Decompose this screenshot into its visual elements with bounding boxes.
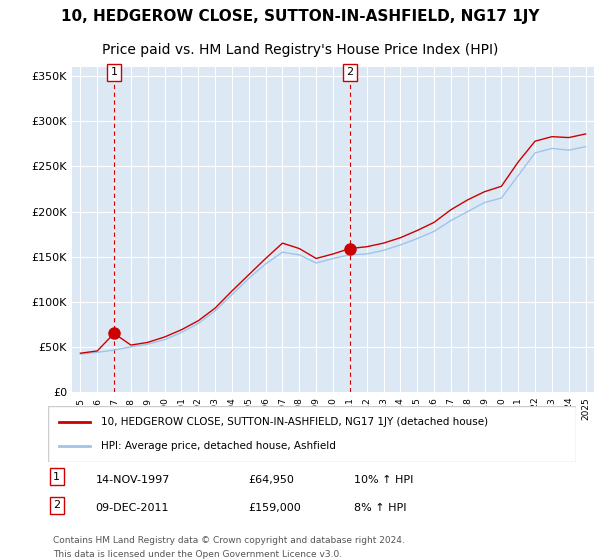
Text: This data is licensed under the Open Government Licence v3.0.: This data is licensed under the Open Gov… — [53, 550, 343, 559]
Text: 14-NOV-1997: 14-NOV-1997 — [95, 474, 170, 484]
Text: 2: 2 — [346, 67, 353, 77]
Text: 09-DEC-2011: 09-DEC-2011 — [95, 503, 169, 514]
Text: 10, HEDGEROW CLOSE, SUTTON-IN-ASHFIELD, NG17 1JY (detached house): 10, HEDGEROW CLOSE, SUTTON-IN-ASHFIELD, … — [101, 417, 488, 427]
Text: 1: 1 — [110, 67, 118, 77]
Text: HPI: Average price, detached house, Ashfield: HPI: Average price, detached house, Ashf… — [101, 441, 335, 451]
Text: Price paid vs. HM Land Registry's House Price Index (HPI): Price paid vs. HM Land Registry's House … — [102, 44, 498, 58]
Text: 2: 2 — [53, 501, 61, 511]
Text: 1: 1 — [53, 472, 60, 482]
Text: £64,950: £64,950 — [248, 474, 295, 484]
Text: £159,000: £159,000 — [248, 503, 301, 514]
Text: Contains HM Land Registry data © Crown copyright and database right 2024.: Contains HM Land Registry data © Crown c… — [53, 536, 405, 545]
Text: 10, HEDGEROW CLOSE, SUTTON-IN-ASHFIELD, NG17 1JY: 10, HEDGEROW CLOSE, SUTTON-IN-ASHFIELD, … — [61, 10, 539, 24]
Text: 10% ↑ HPI: 10% ↑ HPI — [354, 474, 413, 484]
Text: 8% ↑ HPI: 8% ↑ HPI — [354, 503, 407, 514]
FancyBboxPatch shape — [48, 406, 576, 462]
